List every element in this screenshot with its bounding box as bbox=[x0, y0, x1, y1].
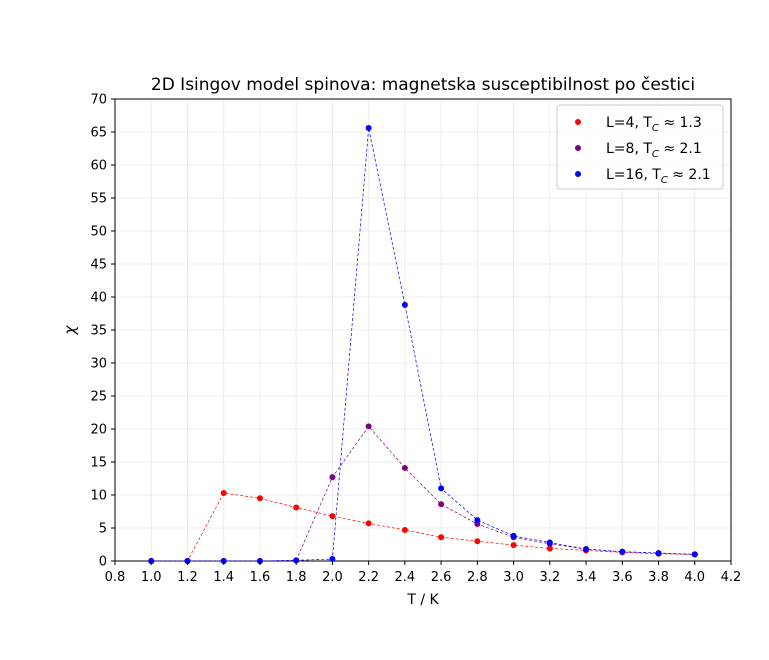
y-tick-label: 45 bbox=[90, 258, 107, 273]
data-point-l16 bbox=[583, 546, 590, 553]
data-point-l16 bbox=[619, 548, 626, 555]
x-axis-ticks: 0.8 1.0 1.2 1.4 1.6 1.8 2.0 2.2 2.4 2.6 2.8 3.0 3.2 3… bbox=[105, 561, 742, 585]
legend-label-l8: L=8, TC ≈ 2.1 bbox=[606, 141, 702, 160]
x-tick-label: 3.4 bbox=[576, 570, 597, 585]
data-point-l4 bbox=[438, 534, 445, 541]
y-axis-ticks: 0 5 10 15 20 25 30 35 40 45 50 55 60 65 70 bbox=[90, 93, 115, 570]
data-point-l8 bbox=[401, 464, 408, 471]
data-point-l4 bbox=[256, 495, 263, 502]
x-tick-label: 0.8 bbox=[105, 570, 126, 585]
legend-marker-l4 bbox=[575, 119, 581, 125]
x-tick-label: 1.4 bbox=[213, 570, 234, 585]
chart-title: 2D Isingov model spinova: magnetska susc… bbox=[151, 75, 695, 95]
x-tick-label: 3.2 bbox=[539, 570, 560, 585]
data-point-l16 bbox=[438, 485, 445, 492]
x-tick-label: 2.4 bbox=[395, 570, 416, 585]
y-tick-label: 15 bbox=[90, 456, 107, 471]
data-point-l16 bbox=[329, 556, 336, 563]
y-tick-label: 70 bbox=[90, 93, 107, 108]
y-tick-label: 20 bbox=[90, 423, 107, 438]
x-tick-label: 3.0 bbox=[503, 570, 524, 585]
data-point-l4 bbox=[510, 542, 517, 549]
data-point-l16 bbox=[510, 532, 517, 539]
data-point-l16 bbox=[474, 517, 481, 524]
y-axis-label: χ bbox=[61, 324, 79, 335]
data-point-l8 bbox=[438, 501, 445, 508]
data-point-l4 bbox=[365, 520, 372, 527]
x-tick-label: 3.6 bbox=[612, 570, 633, 585]
data-point-l4 bbox=[546, 545, 553, 552]
x-tick-label: 2.6 bbox=[431, 570, 452, 585]
series-line-l8 bbox=[151, 425, 695, 562]
data-point-l4 bbox=[220, 490, 227, 497]
data-point-l4 bbox=[474, 538, 481, 545]
x-tick-label: 2.8 bbox=[467, 570, 488, 585]
data-point-l16 bbox=[365, 125, 372, 132]
x-tick-label: 4.0 bbox=[684, 570, 705, 585]
y-tick-label: 35 bbox=[90, 324, 107, 339]
legend-box bbox=[556, 104, 724, 190]
data-point-l4 bbox=[401, 526, 408, 533]
series-lines bbox=[151, 127, 695, 562]
series-points bbox=[148, 125, 698, 564]
data-point-l8 bbox=[365, 423, 372, 430]
x-tick-label: 3.8 bbox=[648, 570, 669, 585]
x-tick-label: 1.8 bbox=[286, 570, 307, 585]
x-tick-label: 2.2 bbox=[358, 570, 379, 585]
data-point-l16 bbox=[691, 551, 698, 558]
series-line-l16 bbox=[151, 127, 695, 562]
x-tick-label: 1.6 bbox=[250, 570, 271, 585]
y-tick-label: 65 bbox=[90, 126, 107, 141]
legend-label-l16: L=16, TC ≈ 2.1 bbox=[606, 167, 711, 186]
x-tick-label: 4.2 bbox=[721, 570, 742, 585]
data-point-l16 bbox=[546, 539, 553, 546]
x-tick-label: 2.0 bbox=[322, 570, 343, 585]
x-tick-label: 1.0 bbox=[141, 570, 162, 585]
y-tick-label: 40 bbox=[90, 291, 107, 306]
y-tick-label: 30 bbox=[90, 357, 107, 372]
data-point-l16 bbox=[401, 301, 408, 308]
y-tick-label: 50 bbox=[90, 225, 107, 240]
data-point-l8 bbox=[329, 474, 336, 481]
legend-label-l4: L=4, TC ≈ 1.3 bbox=[606, 115, 702, 134]
data-point-l4 bbox=[293, 504, 300, 511]
legend: L=4, TC ≈ 1.3 L=8, TC ≈ 2.1 L=16, TC ≈ 2… bbox=[556, 104, 724, 190]
y-tick-label: 0 bbox=[99, 555, 107, 570]
data-point-l16 bbox=[293, 557, 300, 564]
data-point-l4 bbox=[329, 513, 336, 520]
y-tick-label: 60 bbox=[90, 159, 107, 174]
y-tick-label: 55 bbox=[90, 192, 107, 207]
y-tick-label: 5 bbox=[99, 522, 107, 537]
grid bbox=[114, 98, 732, 562]
x-axis-label: T / K bbox=[406, 592, 439, 608]
x-tick-label: 1.2 bbox=[177, 570, 198, 585]
legend-marker-l16 bbox=[575, 171, 581, 177]
series-line-l4 bbox=[151, 492, 695, 562]
y-tick-label: 10 bbox=[90, 489, 107, 504]
y-tick-label: 25 bbox=[90, 390, 107, 405]
legend-marker-l8 bbox=[575, 145, 581, 151]
data-point-l16 bbox=[655, 550, 662, 557]
